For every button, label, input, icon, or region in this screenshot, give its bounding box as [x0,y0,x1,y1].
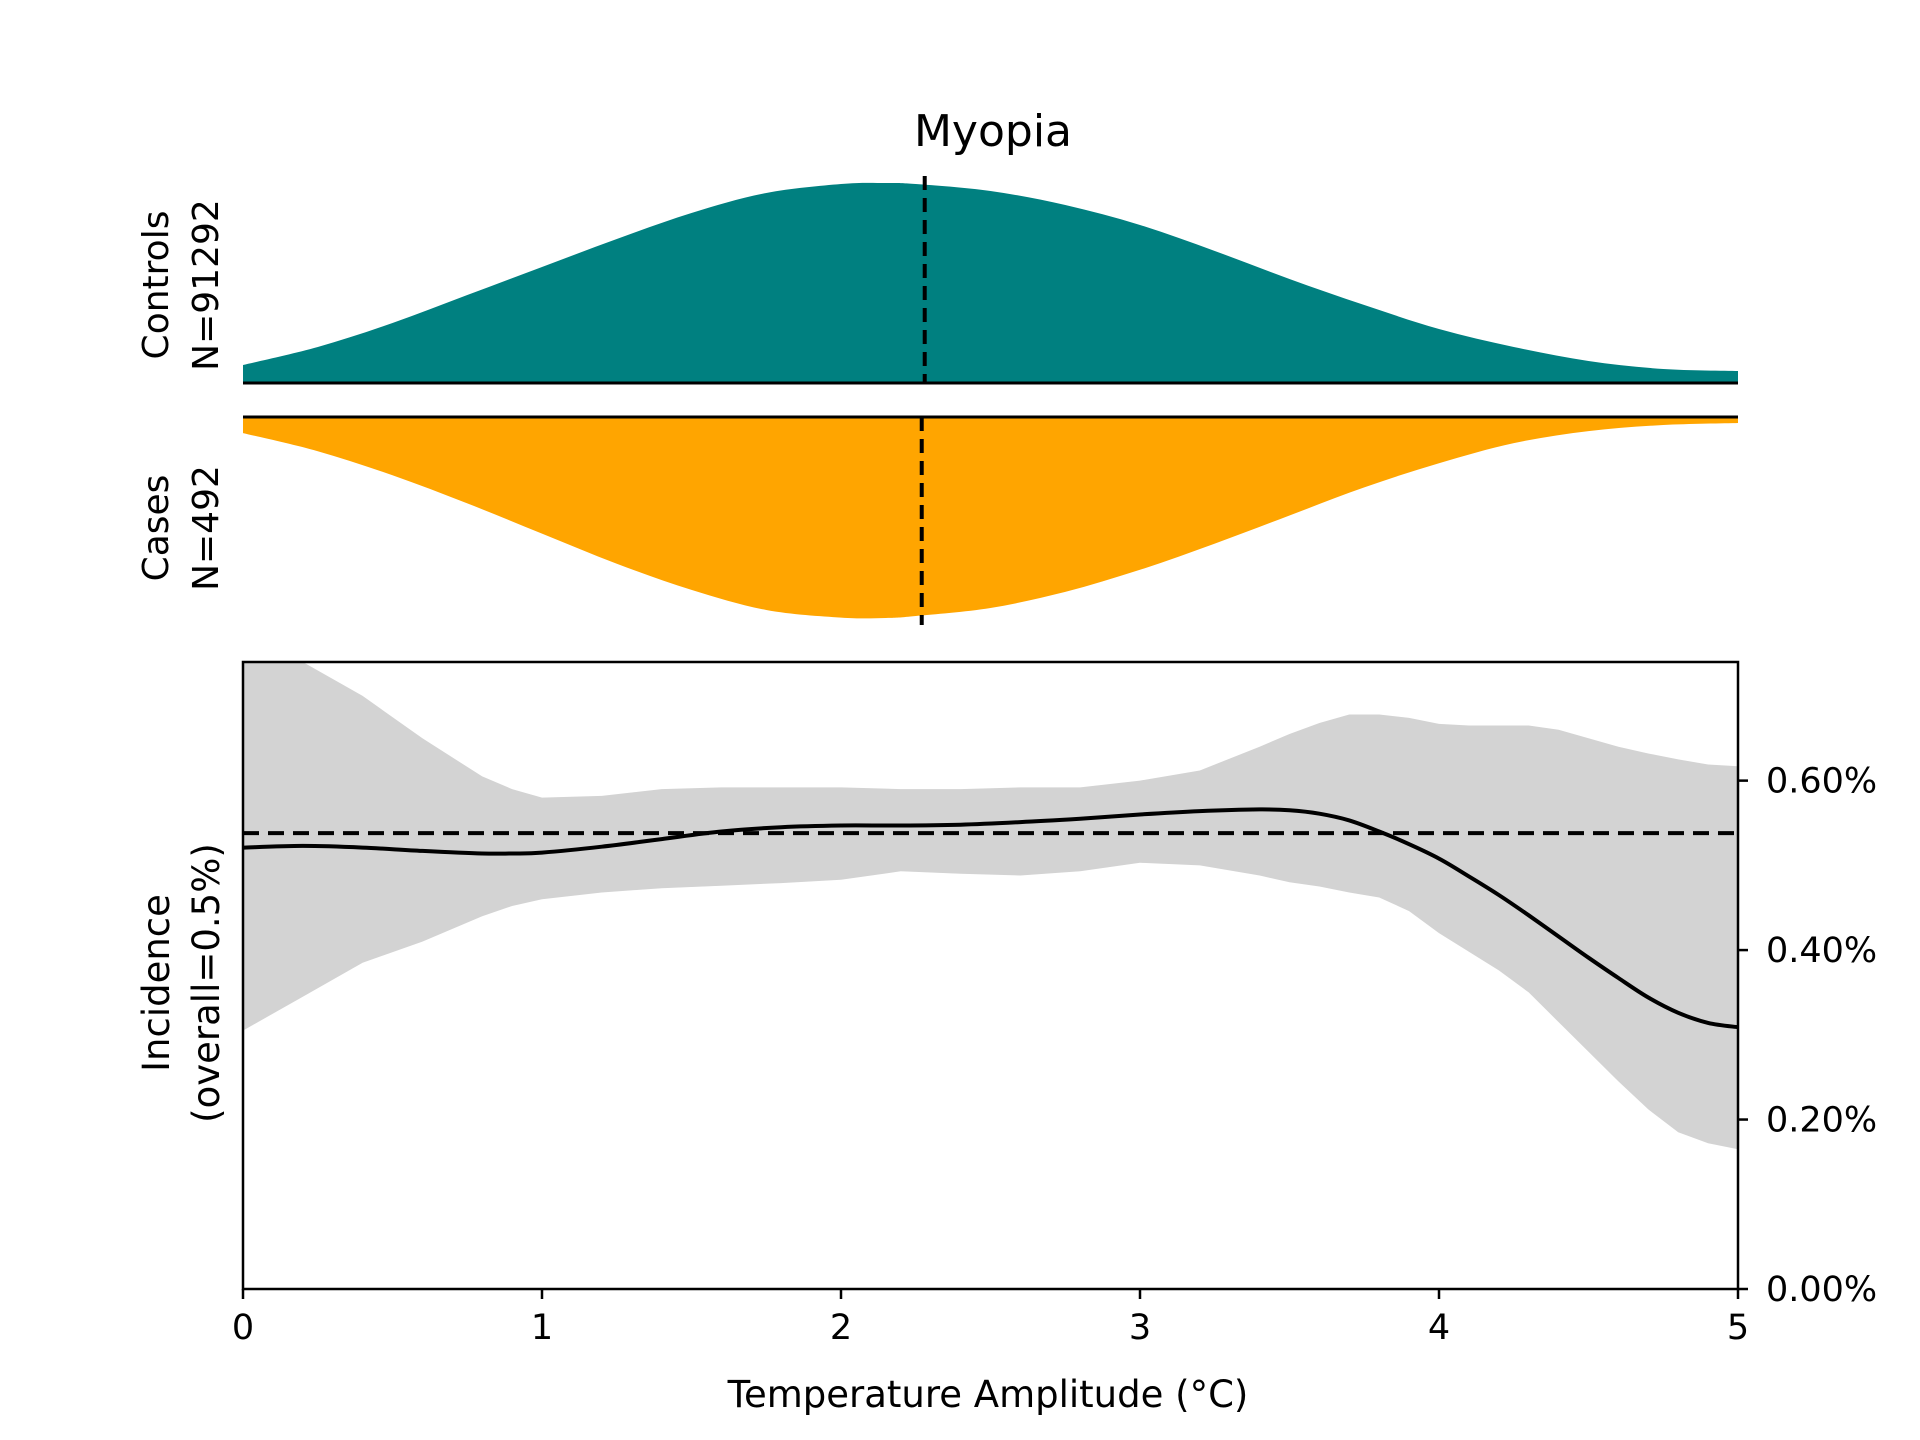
y-tick-label: 0.00% [1766,1270,1877,1310]
controls-count: N=91292 [186,199,227,371]
y-axis-sublabel: (overall=0.5%) [185,843,228,1123]
x-axis-label: Temperature Amplitude (°C) [727,1373,1249,1416]
x-tick-label: 5 [1727,1308,1749,1348]
controls-density-area [243,182,1738,383]
cases-density-area [243,417,1738,619]
confidence-band [243,662,1738,1150]
plot-frame [241,660,1740,1291]
incidence-panel: 0 1 2 3 4 5 0.00% 0.20% 0.40% 0.60% Temperature … [135,660,1877,1416]
x-tick-label: 3 [1129,1308,1151,1348]
cases-panel: Cases N=492 [136,415,1738,625]
x-tick-label: 4 [1428,1308,1450,1348]
y-axis-ticks: 0.00% 0.20% 0.40% 0.60% [1738,762,1877,1310]
y-tick-label: 0.20% [1766,1101,1877,1141]
y-tick-label: 0.60% [1766,762,1877,802]
chart-title: Myopia [914,106,1072,157]
y-tick-label: 0.40% [1766,931,1877,971]
controls-panel: Controls N=91292 [136,176,1738,385]
x-tick-label: 2 [830,1308,852,1348]
x-axis-ticks: 0 1 2 3 4 5 [232,1289,1749,1348]
x-tick-label: 0 [232,1308,254,1348]
incidence-line [242,807,1739,1030]
cases-label: Cases [136,475,177,582]
y-axis-label: Incidence [135,894,178,1072]
cases-count: N=492 [186,465,227,591]
controls-label: Controls [136,211,177,360]
x-tick-label: 1 [531,1308,553,1348]
